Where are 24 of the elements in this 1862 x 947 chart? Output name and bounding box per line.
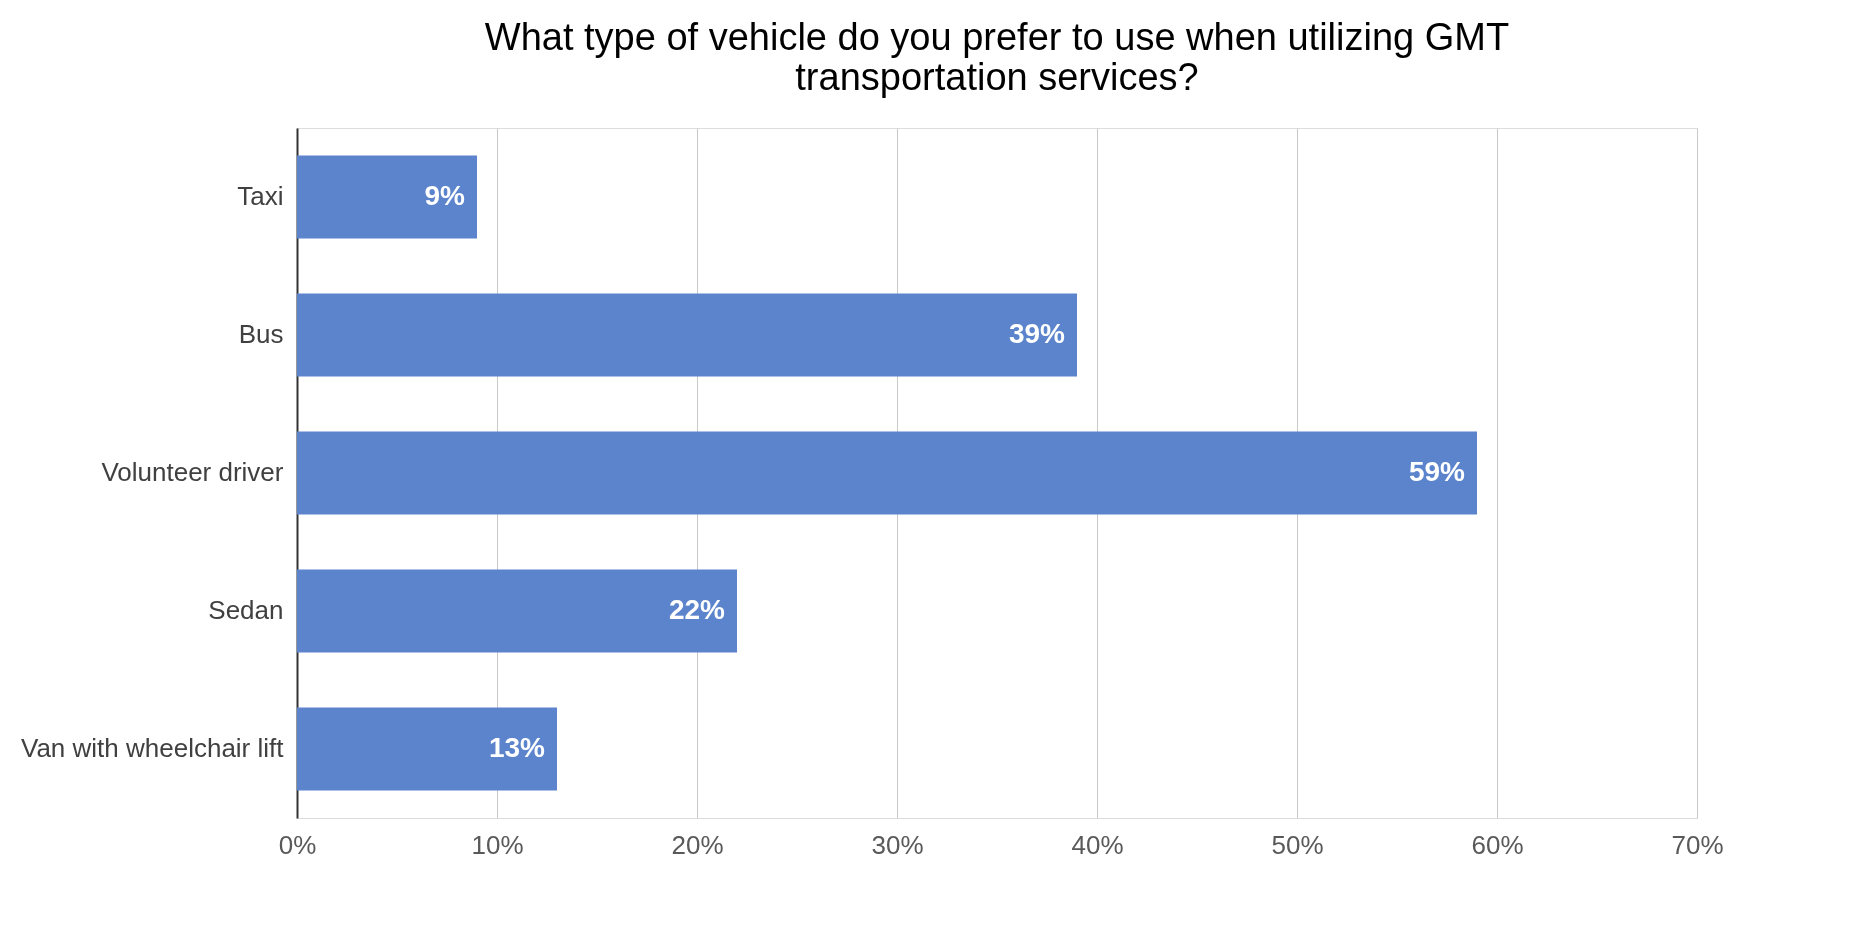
- text: What type of vehicle do you prefer to use when utilizing GMT: [484, 16, 1510, 58]
- x-tick-label: 70%: [1671, 829, 1724, 860]
- data-label: 22%: [668, 594, 726, 625]
- bar: [297, 569, 737, 653]
- bar: [297, 707, 557, 791]
- bar: [297, 293, 1077, 377]
- bar: [297, 431, 1477, 515]
- data-label: 9%: [424, 180, 466, 211]
- x-tick-label: 10%: [471, 829, 524, 860]
- y-tick-label: Volunteer driver: [101, 457, 284, 487]
- x-tick-label: 0%: [278, 829, 317, 860]
- x-tick-label: 50%: [1271, 829, 1324, 860]
- data-label: 59%: [1408, 456, 1466, 487]
- x-tick-label: 20%: [671, 829, 724, 860]
- y-tick-label: Taxi: [237, 181, 284, 211]
- y-tick-label: Van with wheelchair lift: [20, 733, 285, 763]
- x-tick-label: 60%: [1471, 829, 1524, 860]
- y-tick-label: Sedan: [208, 595, 284, 625]
- data-label: 13%: [488, 732, 546, 763]
- data-label: 39%: [1008, 318, 1066, 349]
- x-tick-label: 40%: [1071, 829, 1124, 860]
- bar: [297, 155, 477, 239]
- x-tick-label: 30%: [871, 829, 924, 860]
- y-tick-label: Bus: [238, 319, 284, 349]
